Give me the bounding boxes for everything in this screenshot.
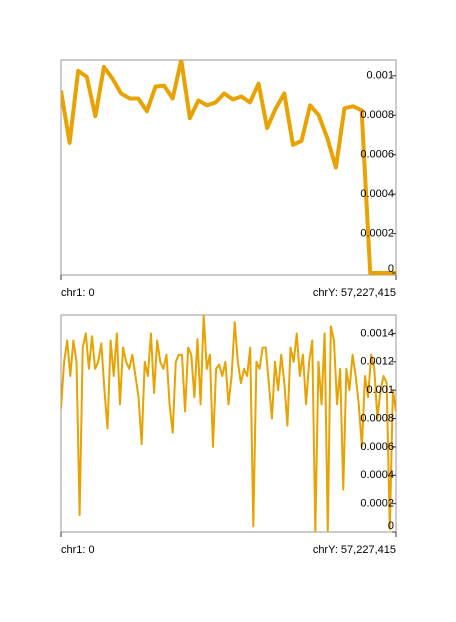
plot-area [61, 60, 396, 275]
y-tick-label: 0.0002 [360, 498, 394, 510]
y-tick-label: 0.0004 [360, 469, 394, 481]
y-tick-label: 0.0014 [360, 327, 394, 339]
y-tick-label: 0.0008 [360, 412, 394, 424]
y-tick-label: 0.0004 [360, 188, 394, 200]
plot-frame [60, 59, 397, 276]
plot-frame [60, 314, 397, 533]
y-tick-label: 0.001 [366, 70, 394, 82]
plot-area [61, 315, 396, 532]
y-tick-label: 0.0002 [360, 227, 394, 239]
x-tick-label: chrY: 57,227,415 [313, 287, 396, 299]
data-line [61, 60, 396, 275]
y-tick-label: 0.001 [366, 384, 394, 396]
y-tick-label: 0.0012 [360, 356, 394, 368]
y-tick-label: 0 [388, 520, 394, 532]
x-tick-label: chr1: 0 [61, 287, 95, 299]
y-tick-label: 0.0006 [360, 149, 394, 161]
x-tick-label: chrY: 57,227,415 [313, 544, 396, 556]
y-tick-label: 0 [388, 263, 394, 275]
y-tick-label: 0.0008 [360, 109, 394, 121]
x-tick-label: chr1: 0 [61, 544, 95, 556]
y-tick-label: 0.0006 [360, 441, 394, 453]
data-line [61, 315, 396, 532]
